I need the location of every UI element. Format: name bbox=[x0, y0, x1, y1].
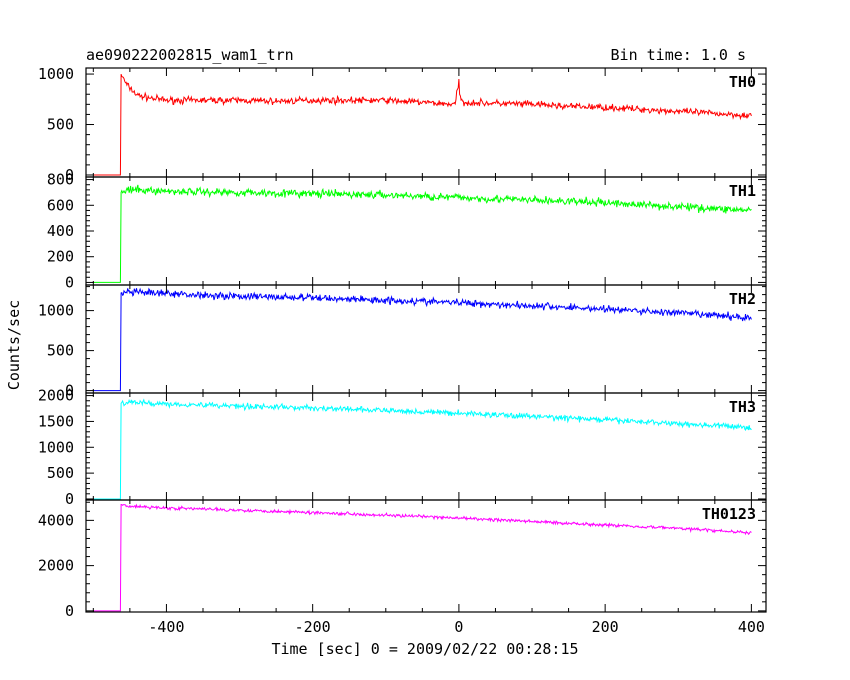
y-tick-label: 0 bbox=[65, 490, 74, 508]
y-tick-label: 0 bbox=[65, 166, 74, 184]
panel-frame-th0123 bbox=[85, 499, 767, 613]
y-tick-label: 500 bbox=[47, 464, 74, 482]
series-line-th0 bbox=[93, 73, 752, 176]
y-tick-label: 400 bbox=[47, 222, 74, 240]
y-tick-label: 0 bbox=[65, 273, 74, 291]
panels-group: 0 500 1000 TH0 0 200 400 600 800 TH1 0 500 1000 TH2 0 5… bbox=[38, 65, 767, 636]
y-tick-label: 0 bbox=[65, 382, 74, 400]
plot-title: ae090222002815_wam1_trn bbox=[86, 46, 294, 64]
y-tick-label: 500 bbox=[47, 116, 74, 134]
y-tick-label: 1000 bbox=[38, 302, 74, 320]
y-axis-label: Counts/sec bbox=[5, 300, 23, 390]
y-tick-label: 800 bbox=[47, 171, 74, 189]
series-line-th3 bbox=[93, 398, 752, 500]
x-tick-label: -400 bbox=[148, 618, 184, 636]
y-tick-label: 1000 bbox=[38, 438, 74, 456]
y-tick-label: 1000 bbox=[38, 65, 74, 83]
x-tick-label: 200 bbox=[592, 618, 619, 636]
series-line-th0123 bbox=[93, 503, 752, 612]
panel-label-th3: TH3 bbox=[729, 398, 756, 416]
panel-label-th0: TH0 bbox=[729, 73, 756, 91]
panel-frame-th3 bbox=[85, 392, 767, 501]
x-axis-label: Time [sec] 0 = 2009/02/22 00:28:15 bbox=[271, 640, 578, 658]
panel-frame-th0 bbox=[85, 67, 767, 178]
y-tick-label: 2000 bbox=[38, 557, 74, 575]
panel-label-th1: TH1 bbox=[729, 182, 756, 200]
y-tick-label: 500 bbox=[47, 342, 74, 360]
x-tick-label: 0 bbox=[454, 618, 463, 636]
bin-time-label: Bin time: 1.0 s bbox=[611, 46, 746, 64]
x-tick-label: -200 bbox=[295, 618, 331, 636]
y-tick-label: 200 bbox=[47, 248, 74, 266]
panel-label-th0123: TH0123 bbox=[702, 505, 756, 523]
panel-label-th2: TH2 bbox=[729, 290, 756, 308]
series-line-th2 bbox=[93, 287, 752, 392]
y-tick-label: 2000 bbox=[38, 387, 74, 405]
y-tick-label: 1500 bbox=[38, 412, 74, 430]
y-tick-label: 0 bbox=[65, 602, 74, 620]
y-tick-label: 4000 bbox=[38, 511, 74, 529]
series-line-th1 bbox=[93, 184, 752, 283]
y-tick-label: 600 bbox=[47, 196, 74, 214]
x-tick-label: 400 bbox=[738, 618, 765, 636]
